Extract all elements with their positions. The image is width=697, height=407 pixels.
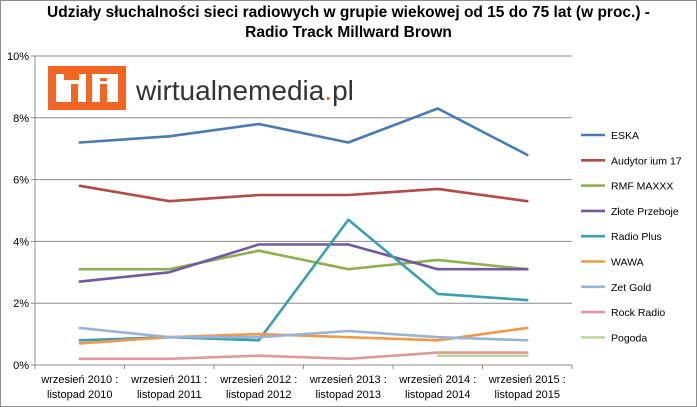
- x-tick-label: wrzesień 2013 : listopad 2013: [309, 374, 387, 401]
- x-tick-label: wrzesień 2010 : listopad 2010: [40, 374, 118, 401]
- wirtualnemedia-logo-icon: [48, 66, 126, 110]
- series-line-rmf-maxxx: [80, 251, 528, 270]
- x-tick-label-line: listopad 2013: [316, 389, 381, 401]
- x-tick-label: wrzesień 2015 : listopad 2015: [488, 374, 566, 401]
- brand-dot: .: [324, 75, 332, 106]
- y-tick-label: 10%: [7, 51, 29, 63]
- y-tick-label: 4%: [13, 236, 29, 248]
- x-tick-label-line: wrzesień 2012 :: [219, 374, 297, 386]
- x-tick-label-line: wrzesień 2014 :: [398, 374, 476, 386]
- y-tick-label: 0%: [13, 360, 29, 372]
- legend-label: Złote Przeboje: [611, 206, 679, 218]
- series-line-audytor-ium-17: [80, 186, 528, 201]
- x-tick-label: wrzesień 2014 : listopad 2014: [398, 374, 476, 401]
- y-tick-label: 6%: [13, 175, 29, 187]
- x-tick-label-line: listopad 2012: [226, 389, 291, 401]
- x-tick-label-line: listopad 2015: [495, 389, 560, 401]
- x-tick-label-line: wrzesień 2013 :: [309, 374, 387, 386]
- legend-label: Zet Gold: [611, 282, 651, 294]
- line-chart: wirtualnemedia.pl 0% 2% 4% 6% 8% 10% wrzesień …: [0, 0, 697, 407]
- legend-label: Radio Plus: [611, 231, 662, 243]
- x-tick-label-line: listopad 2011: [137, 389, 202, 401]
- brand-tld: pl: [332, 75, 354, 106]
- x-tick-label-line: wrzesień 2010 :: [40, 374, 118, 386]
- legend-label: ESKA: [611, 130, 639, 142]
- y-tick-label: 2%: [13, 298, 29, 310]
- legend: ESKA Audytor ium 17 RMF MAXXX Złote Przeboj…: [581, 130, 682, 344]
- x-tick-label: wrzesień 2011 : listopad 2011: [130, 374, 207, 401]
- watermark-logo: wirtualnemedia.pl: [48, 66, 354, 110]
- brand-name: wirtualnemedia: [135, 75, 325, 106]
- legend-label: Pogoda: [611, 332, 647, 344]
- series-line-radio-plus: [80, 220, 528, 340]
- x-tick-label-line: listopad 2014: [405, 389, 470, 401]
- x-tick-label-line: listopad 2010: [47, 389, 112, 401]
- legend-label: RMF MAXXX: [611, 181, 673, 193]
- x-tick-label-line: wrzesień 2011 :: [130, 374, 207, 386]
- legend-label: Audytor ium 17: [611, 155, 682, 167]
- wirtualnemedia-brand-text: wirtualnemedia.pl: [135, 75, 354, 106]
- series-line-eska: [80, 109, 528, 155]
- x-tick-label-line: wrzesień 2015 :: [488, 374, 566, 386]
- legend-label: WAWA: [611, 257, 644, 269]
- x-tick-label: wrzesień 2012 : listopad 2012: [219, 374, 297, 401]
- legend-label: Rock Radio: [611, 307, 665, 319]
- y-tick-label: 8%: [13, 113, 29, 125]
- series-lines: [80, 109, 528, 359]
